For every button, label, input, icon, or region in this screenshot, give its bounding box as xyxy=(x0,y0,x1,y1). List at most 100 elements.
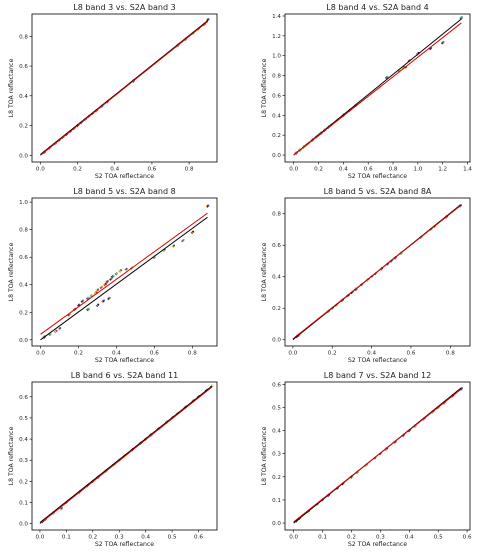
y-tick-label: 0.3 xyxy=(19,458,28,464)
data-point-dense xyxy=(120,269,123,271)
y-tick-label: 0.4 xyxy=(19,437,28,443)
y-tick-label: 1.0 xyxy=(19,200,28,206)
data-point xyxy=(95,288,100,292)
x-tick-label: 0.4 xyxy=(367,351,376,357)
y-tick-label: 0.6 xyxy=(272,382,281,388)
x-tick-label: 0.5 xyxy=(168,535,177,541)
data-point-dense xyxy=(87,307,90,310)
x-tick-label: 0.0 xyxy=(36,167,45,173)
chart-title: L8 band 7 vs. S2A band 12 xyxy=(324,371,431,380)
data-point xyxy=(385,75,389,80)
x-tick-label: 0.0 xyxy=(289,535,298,541)
x-axis-label: S2 TOA reflectance xyxy=(348,541,407,548)
x-tick-label: 0.3 xyxy=(115,535,124,541)
chart-panel-1: L8 band 3 vs. S2A band 3 0.0 0.2 0.4 0.6 0.8 0… xyxy=(4,2,223,184)
chart-title: L8 band 4 vs. S2A band 4 xyxy=(326,3,428,12)
x-tick-label: 0.1 xyxy=(62,535,71,541)
chart-panel-3: L8 band 5 vs. S2A band 8 0.0 0.2 0.4 0.6 0.8 0… xyxy=(4,186,223,368)
data-point xyxy=(114,271,119,276)
y-tick-label: 0.2 xyxy=(272,306,281,312)
data-point-dense xyxy=(110,277,113,280)
y-tick-label: 0.6 xyxy=(19,395,28,401)
chart-title: L8 band 5 vs. S2A band 8 xyxy=(73,187,175,196)
fit-line-black xyxy=(40,20,209,155)
x-axis-label: S2 TOA reflectance xyxy=(95,173,154,180)
chart-svg-3: L8 band 5 vs. S2A band 8 0.0 0.2 0.4 0.6 0.8 0… xyxy=(8,187,218,364)
x-tick-label: 0.6 xyxy=(194,535,203,541)
x-tick-label: 1.0 xyxy=(413,167,422,173)
x-tick-label: 0.2 xyxy=(347,535,356,541)
fit-line-black xyxy=(39,385,213,523)
y-tick-label: 0.0 xyxy=(272,521,281,527)
data-point-dense xyxy=(82,299,85,302)
x-axis-label: S2 TOA reflectance xyxy=(348,173,407,180)
data-point-dense xyxy=(125,267,128,270)
plot-area: L8 band 5 vs. S2A band 8A 0.0 0.2 0.4 0.6 0.8… xyxy=(261,187,471,364)
data-point xyxy=(124,267,128,272)
chart-title: L8 band 5 vs. S2A band 8A xyxy=(324,187,432,196)
x-tick-label: 0.4 xyxy=(339,167,348,173)
data-point xyxy=(109,277,113,281)
chart-panel-4: L8 band 5 vs. S2A band 8A 0.0 0.2 0.4 0.6 0.8… xyxy=(257,186,476,368)
data-point xyxy=(59,507,63,511)
y-tick-label: 0.3 xyxy=(272,452,281,458)
x-tick-label: 0.4 xyxy=(405,535,414,541)
data-point-dense xyxy=(97,303,100,306)
y-tick-label: 0.4 xyxy=(272,275,281,281)
fit-line-red xyxy=(293,22,462,156)
data-point-dense xyxy=(95,291,98,293)
data-point-dense xyxy=(386,75,389,78)
y-tick-label: 0.8 xyxy=(272,74,281,80)
axes-frame xyxy=(31,197,218,347)
y-tick-label: 0.2 xyxy=(272,475,281,481)
data-point-dense xyxy=(112,274,115,277)
data-point xyxy=(107,296,111,301)
chart-svg-1: L8 band 3 vs. S2A band 3 0.0 0.2 0.4 0.6 0.8 0… xyxy=(8,3,218,180)
x-tick-label: 0.6 xyxy=(364,167,373,173)
x-tick-label: 0.6 xyxy=(147,167,156,173)
y-tick-label: 0.1 xyxy=(19,501,28,507)
data-point xyxy=(190,230,195,235)
chart-panel-6: L8 band 7 vs. S2A band 12 0.0 0.1 0.2 0.3 0.4… xyxy=(257,370,476,552)
chart-svg-5: L8 band 6 vs. S2A band 11 0.0 0.1 0.2 0.3 0.4… xyxy=(8,371,218,548)
data-point-dense xyxy=(55,329,58,332)
x-tick-label: 0.8 xyxy=(446,351,455,357)
y-tick-label: 0.2 xyxy=(19,310,28,316)
x-tick-label: 0.8 xyxy=(185,167,194,173)
y-tick-label: 0.0 xyxy=(272,338,281,344)
x-tick-label: 0.2 xyxy=(328,351,337,357)
fit-line-red xyxy=(40,212,208,335)
chart-panel-2: L8 band 4 vs. S2A band 4 0.0 0.2 0.4 0.6 0.8 1… xyxy=(257,2,476,184)
x-tick-label: 1.4 xyxy=(463,167,472,173)
chart-title: L8 band 3 vs. S2A band 3 xyxy=(73,3,175,12)
data-point-dense xyxy=(105,282,107,285)
y-tick-label: 0.5 xyxy=(19,416,28,422)
data-point-dense xyxy=(87,296,90,299)
data-point xyxy=(111,274,115,279)
data-point xyxy=(101,299,105,303)
plot-area: L8 band 6 vs. S2A band 11 0.0 0.1 0.2 0.3 0.4… xyxy=(8,371,218,548)
y-tick-label: 0.8 xyxy=(19,34,28,40)
data-point xyxy=(54,329,58,334)
data-point xyxy=(86,307,90,312)
fit-line-black xyxy=(40,216,208,341)
data-point xyxy=(171,244,176,248)
axes-frame xyxy=(284,13,471,163)
data-point-dense xyxy=(78,303,81,306)
plot-area: L8 band 4 vs. S2A band 4 0.0 0.2 0.4 0.6 0.8 1… xyxy=(261,3,472,180)
x-tick-label: 0.2 xyxy=(74,351,83,357)
data-point-dense xyxy=(211,384,214,387)
data-point xyxy=(99,285,104,290)
y-axis-label: L8 TOA reflectance xyxy=(261,58,268,117)
y-tick-label: 0.4 xyxy=(19,283,28,289)
data-point xyxy=(118,269,123,273)
data-point xyxy=(57,326,62,331)
axes-frame xyxy=(31,381,218,531)
fit-line-red xyxy=(39,386,213,525)
axes-frame xyxy=(31,13,218,163)
y-tick-label: 0.0 xyxy=(272,153,281,159)
data-point xyxy=(80,299,85,303)
x-tick-label: 0.2 xyxy=(73,167,82,173)
data-point-dense xyxy=(116,271,119,274)
